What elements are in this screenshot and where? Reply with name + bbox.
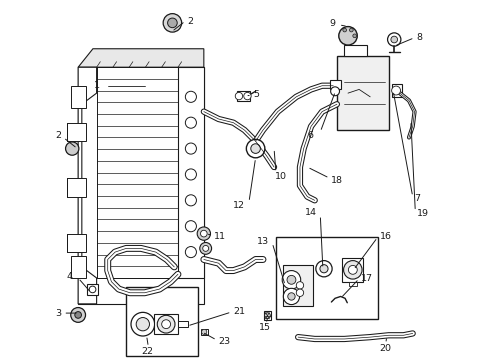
Bar	[336, 56, 388, 130]
Bar	[97, 67, 178, 278]
Bar	[342, 258, 362, 282]
Circle shape	[197, 227, 210, 240]
Circle shape	[185, 247, 196, 258]
Text: 22: 22	[142, 347, 153, 356]
Circle shape	[185, 169, 196, 180]
Text: 9: 9	[329, 19, 335, 28]
Bar	[126, 287, 198, 356]
Circle shape	[89, 286, 96, 293]
Circle shape	[246, 139, 264, 158]
Bar	[237, 91, 249, 100]
Circle shape	[185, 117, 196, 128]
Circle shape	[319, 265, 327, 273]
Circle shape	[167, 18, 177, 28]
Circle shape	[330, 87, 339, 96]
Circle shape	[315, 261, 331, 277]
Bar	[348, 282, 356, 286]
Circle shape	[347, 265, 357, 274]
Bar	[67, 123, 85, 141]
Circle shape	[185, 221, 196, 232]
Circle shape	[136, 318, 149, 331]
Circle shape	[203, 246, 208, 251]
Text: 5: 5	[253, 90, 259, 99]
Bar	[283, 265, 312, 306]
Circle shape	[235, 93, 242, 100]
Bar	[67, 234, 85, 252]
Text: 2: 2	[187, 17, 193, 26]
Circle shape	[287, 293, 295, 300]
Text: 19: 19	[416, 209, 428, 218]
Circle shape	[296, 282, 303, 289]
Circle shape	[163, 14, 181, 32]
Bar	[87, 284, 98, 294]
Text: 18: 18	[331, 176, 343, 185]
Polygon shape	[78, 67, 97, 304]
Text: 1: 1	[94, 81, 100, 90]
Text: 8: 8	[416, 33, 422, 42]
Circle shape	[349, 28, 352, 32]
Circle shape	[352, 34, 356, 38]
Circle shape	[338, 27, 357, 45]
Circle shape	[250, 144, 260, 153]
Circle shape	[283, 288, 299, 305]
Bar	[264, 311, 270, 320]
Circle shape	[157, 315, 175, 333]
Bar	[201, 329, 207, 335]
Text: 7: 7	[414, 194, 420, 203]
Bar	[67, 178, 85, 197]
Bar	[329, 80, 340, 89]
Circle shape	[343, 261, 361, 279]
Bar	[71, 256, 85, 278]
Circle shape	[131, 312, 154, 336]
Text: 4: 4	[66, 272, 72, 281]
Circle shape	[296, 289, 303, 296]
Bar	[275, 237, 377, 319]
Text: 15: 15	[258, 323, 270, 332]
Circle shape	[65, 142, 79, 155]
Circle shape	[243, 93, 251, 100]
Bar	[344, 45, 366, 56]
Text: 6: 6	[306, 131, 312, 140]
Text: 10: 10	[274, 172, 286, 181]
Circle shape	[286, 275, 295, 284]
Bar	[154, 314, 178, 334]
Bar	[178, 321, 188, 327]
Text: 23: 23	[218, 337, 230, 346]
Text: 3: 3	[55, 309, 61, 318]
Circle shape	[342, 28, 346, 32]
Text: 12: 12	[232, 201, 244, 210]
Circle shape	[75, 312, 81, 318]
Circle shape	[185, 91, 196, 102]
Circle shape	[162, 320, 170, 329]
Circle shape	[200, 243, 211, 254]
Text: 14: 14	[304, 208, 316, 217]
Text: 2: 2	[55, 131, 61, 140]
Circle shape	[391, 86, 400, 95]
Circle shape	[282, 271, 300, 289]
Circle shape	[71, 307, 85, 322]
Bar	[71, 86, 85, 108]
Polygon shape	[78, 49, 203, 67]
Circle shape	[185, 143, 196, 154]
Text: 17: 17	[360, 274, 372, 283]
Text: 13: 13	[257, 237, 269, 246]
Circle shape	[387, 33, 400, 46]
Circle shape	[185, 195, 196, 206]
Circle shape	[390, 36, 397, 43]
Circle shape	[201, 329, 206, 334]
Bar	[78, 67, 203, 304]
Circle shape	[200, 230, 207, 237]
Text: 20: 20	[378, 344, 390, 353]
Bar	[391, 84, 401, 97]
Bar	[178, 67, 203, 278]
Circle shape	[264, 313, 270, 319]
Text: 16: 16	[379, 232, 390, 241]
Text: 21: 21	[233, 307, 245, 316]
Text: 11: 11	[214, 232, 226, 241]
